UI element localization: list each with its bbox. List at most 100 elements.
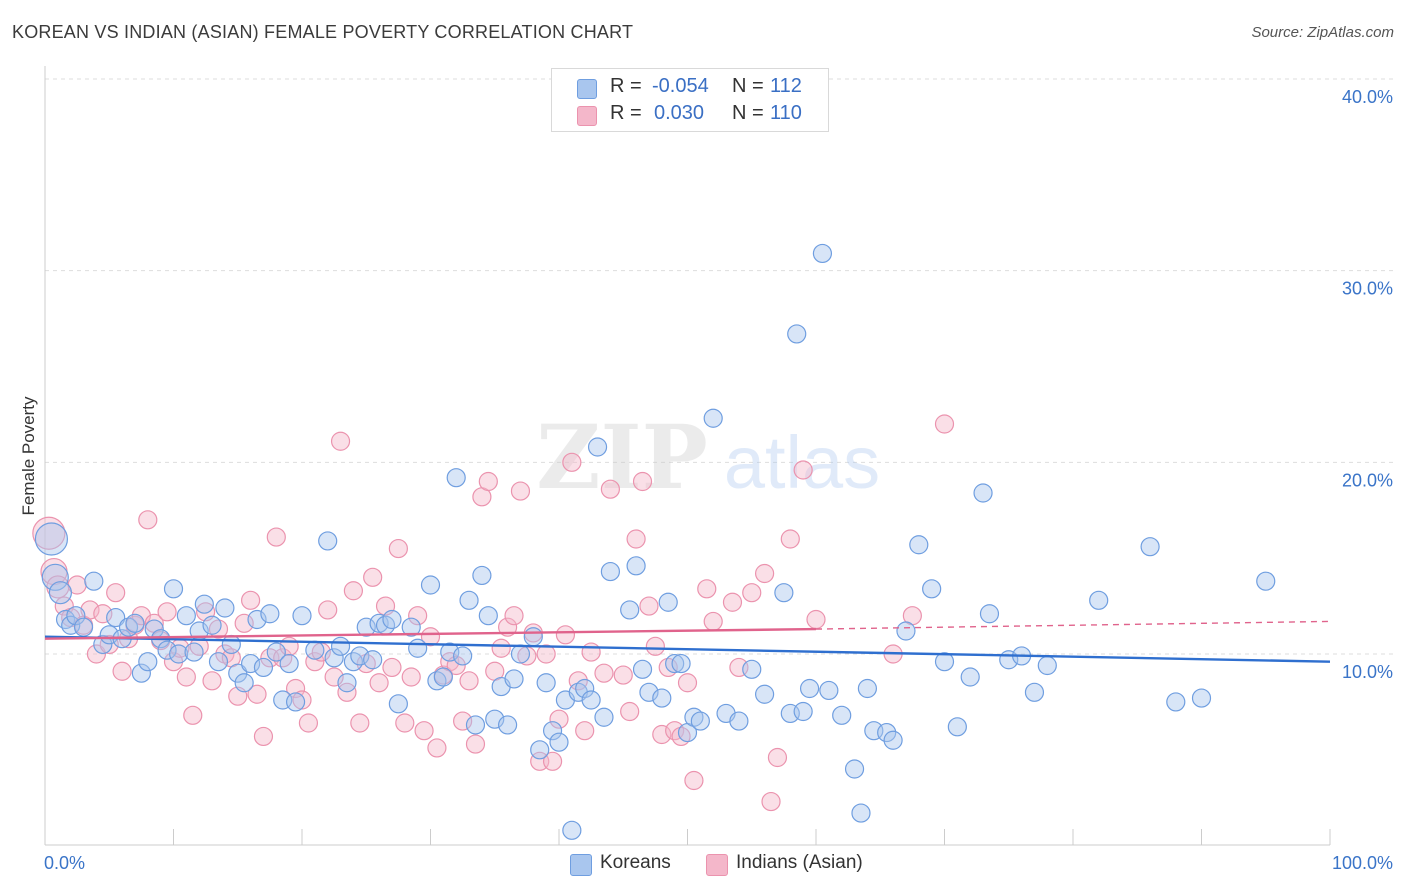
indians-point xyxy=(343,581,363,601)
r-label: R = xyxy=(610,75,642,97)
y-axis-label: Female Poverty xyxy=(19,396,38,516)
indians-point xyxy=(112,661,132,681)
r-label: R = xyxy=(610,102,642,124)
koreans-point xyxy=(549,732,569,752)
koreans-point xyxy=(215,598,235,618)
koreans-point xyxy=(157,640,177,660)
koreans-point xyxy=(562,820,582,840)
indians-point xyxy=(562,452,582,472)
legend-row-koreans: R = -0.054 N = 112 xyxy=(552,75,828,101)
koreans-point xyxy=(221,634,241,655)
koreans-point xyxy=(48,581,73,605)
indians-point xyxy=(420,627,441,647)
r-value: -0.054 xyxy=(652,75,709,97)
indians-point xyxy=(536,644,556,664)
correlation-legend: R = -0.054 N = 112 R = 0.030 N = 110 xyxy=(551,68,829,132)
koreans-point xyxy=(851,803,871,823)
indians-point xyxy=(806,609,826,630)
koreans-point xyxy=(844,759,865,779)
indians-point xyxy=(176,667,196,687)
indians-point xyxy=(427,738,447,758)
indians-point xyxy=(754,563,775,584)
koreans-series xyxy=(34,243,1276,840)
koreans-point xyxy=(324,648,344,668)
koreans-point xyxy=(478,606,498,626)
indians-swatch xyxy=(577,106,597,126)
watermark-atlas: atlas xyxy=(724,421,880,504)
koreans-point xyxy=(632,659,653,679)
koreans-point xyxy=(184,642,204,662)
koreans-point xyxy=(34,522,69,556)
koreans-point xyxy=(194,594,214,614)
koreans-point xyxy=(1191,688,1212,708)
koreans-point xyxy=(542,721,563,741)
koreans-point xyxy=(812,243,833,264)
koreans-point xyxy=(787,324,807,344)
koreans-point xyxy=(1089,590,1109,610)
koreans-point xyxy=(131,663,151,683)
indians-point xyxy=(93,604,113,624)
koreans-point xyxy=(260,604,280,624)
koreans-point xyxy=(433,667,453,687)
koreans-point xyxy=(408,638,428,658)
indians-point xyxy=(202,671,222,691)
koreans-point xyxy=(620,600,640,620)
koreans-point xyxy=(1140,537,1160,557)
koreans-point xyxy=(382,609,402,630)
y-tick-label: 20.0% xyxy=(1342,470,1393,490)
indians-point xyxy=(639,596,659,616)
n-label: N = xyxy=(732,75,764,97)
indians-point xyxy=(626,529,646,549)
koreans-point xyxy=(253,657,274,678)
indians-point xyxy=(697,579,717,599)
koreans-point xyxy=(234,673,254,693)
koreans-point xyxy=(652,688,672,708)
koreans-legend-label: Koreans xyxy=(600,852,671,873)
koreans-point xyxy=(453,646,473,666)
indians-point xyxy=(32,516,66,550)
koreans-point xyxy=(446,468,466,488)
koreans-point xyxy=(857,678,878,699)
indians-point xyxy=(555,625,576,645)
y-tick-label: 10.0% xyxy=(1342,662,1393,682)
indians-point xyxy=(491,638,511,658)
koreans-point xyxy=(979,604,1000,624)
trend-lines xyxy=(44,620,1331,663)
koreans-point xyxy=(73,617,94,637)
indians-point xyxy=(382,657,402,678)
indians-point xyxy=(157,602,177,622)
indians-point xyxy=(106,583,126,603)
koreans-point xyxy=(125,613,145,633)
indians-point xyxy=(234,613,254,633)
koreans-point xyxy=(292,606,312,626)
indians-point xyxy=(266,527,286,547)
n-value: 110 xyxy=(770,102,802,124)
koreans-point xyxy=(330,636,351,656)
indians-point xyxy=(408,606,428,626)
indians-point xyxy=(722,592,743,612)
koreans-point xyxy=(729,711,749,731)
source-label: Source: ZipAtlas.com xyxy=(1251,24,1394,41)
indians-point xyxy=(613,665,633,685)
x-tick-label-max: 100.0% xyxy=(1332,853,1393,873)
koreans-point xyxy=(626,556,646,576)
n-label: N = xyxy=(732,102,764,124)
koreans-point xyxy=(266,642,286,662)
koreans-point xyxy=(774,583,794,603)
indians-point xyxy=(388,538,408,559)
tick-labels: 10.0% 20.0% 30.0% 40.0% 0.0% 100.0% xyxy=(44,87,1393,873)
indians-legend-label: Indians (Asian) xyxy=(736,852,863,873)
indians-point xyxy=(934,414,955,434)
koreans-point xyxy=(960,667,980,687)
indians-point xyxy=(414,721,434,741)
koreans-point xyxy=(279,653,299,674)
koreans-point xyxy=(587,437,608,457)
indians-point xyxy=(632,471,653,492)
indians-point xyxy=(581,642,601,662)
koreans-point xyxy=(55,609,76,630)
indians-point xyxy=(369,673,389,693)
koreans-point xyxy=(1024,682,1045,702)
n-value: 112 xyxy=(770,75,802,97)
y-tick-label: 30.0% xyxy=(1342,279,1393,299)
koreans-point xyxy=(176,606,196,626)
